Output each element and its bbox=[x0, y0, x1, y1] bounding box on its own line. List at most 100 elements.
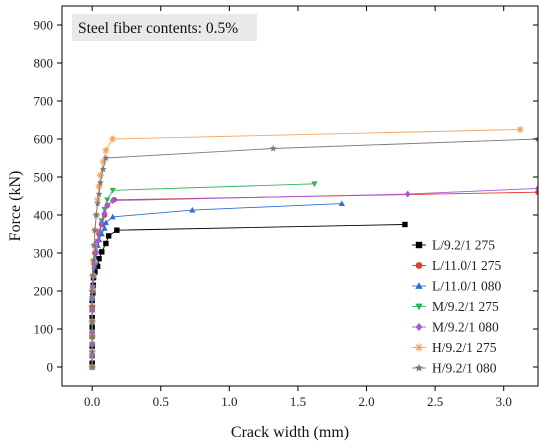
data-point bbox=[99, 165, 107, 173]
y-tick-label: 700 bbox=[34, 94, 54, 109]
x-tick-label: 2.5 bbox=[427, 394, 443, 409]
data-point bbox=[92, 269, 98, 275]
y-tick-label: 900 bbox=[34, 18, 54, 33]
legend-marker bbox=[414, 343, 424, 352]
data-point bbox=[93, 249, 100, 257]
legend-marker bbox=[415, 241, 423, 249]
legend-marker bbox=[415, 303, 423, 311]
plot-frame bbox=[61, 5, 539, 387]
data-point bbox=[109, 187, 116, 194]
legend: L/9.2/1 275 L/11.0/1 275 L/11.0/1 080 M/9.2… bbox=[412, 238, 501, 376]
data-point bbox=[114, 227, 120, 233]
data-point bbox=[269, 144, 277, 152]
data-point bbox=[88, 332, 96, 340]
axes: 0.0 0.5 1.0 1.5 2.0 2.5 3.0 0 100 200 300 400 500 600… bbox=[7, 5, 539, 441]
y-tick-label: 0 bbox=[47, 360, 54, 375]
x-axis-title: Crack width (mm) bbox=[231, 424, 349, 441]
legend-marker bbox=[415, 262, 423, 269]
x-tick-label: 2.0 bbox=[358, 394, 374, 409]
data-point bbox=[89, 272, 97, 279]
data-point bbox=[94, 199, 102, 207]
data-point bbox=[88, 348, 96, 355]
x-tick-label: 0.5 bbox=[153, 394, 169, 409]
annotation-box bbox=[72, 14, 257, 41]
data-point bbox=[96, 179, 104, 186]
legend-item-7: H/9.2/1 080 bbox=[412, 361, 497, 376]
data-point bbox=[189, 206, 196, 213]
data-point bbox=[98, 230, 105, 237]
legend-item-6: H/9.2/1 275 bbox=[412, 340, 497, 355]
data-point bbox=[103, 240, 109, 247]
data-point bbox=[95, 182, 103, 191]
legend-label: L/11.0/1 080 bbox=[432, 279, 501, 294]
data-point bbox=[104, 197, 111, 204]
data-point bbox=[101, 225, 108, 231]
x-tick-label: 0.0 bbox=[84, 394, 100, 409]
data-point bbox=[88, 287, 96, 294]
plot-area bbox=[88, 125, 538, 371]
data-point bbox=[96, 171, 104, 179]
legend-label: M/9.2/1 275 bbox=[432, 299, 499, 314]
data-point bbox=[102, 146, 110, 154]
data-point bbox=[101, 209, 108, 217]
series-line bbox=[91, 224, 405, 367]
data-point bbox=[95, 190, 103, 198]
data-point bbox=[102, 154, 110, 161]
series-line bbox=[91, 183, 315, 367]
y-axis-title: Force (kN) bbox=[7, 171, 24, 242]
data-point bbox=[88, 302, 96, 310]
data-point bbox=[98, 219, 105, 227]
data-point bbox=[516, 125, 524, 134]
data-point bbox=[338, 200, 345, 207]
data-point bbox=[404, 190, 411, 198]
data-point bbox=[402, 221, 408, 228]
series-3 bbox=[89, 200, 345, 370]
legend-marker bbox=[415, 282, 423, 289]
data-point bbox=[88, 317, 96, 325]
x-tick-label: 3.0 bbox=[496, 394, 512, 409]
data-point bbox=[90, 241, 98, 249]
y-tick-label: 100 bbox=[34, 322, 54, 337]
data-point bbox=[92, 211, 100, 218]
legend-marker bbox=[414, 363, 424, 372]
legend-label: H/9.2/1 080 bbox=[432, 361, 497, 376]
data-point bbox=[104, 201, 111, 210]
legend-item-1: L/9.2/1 275 bbox=[412, 238, 495, 253]
data-point bbox=[102, 219, 110, 226]
y-tick-label: 600 bbox=[34, 132, 54, 147]
y-tick-label: 400 bbox=[34, 208, 54, 223]
legend-marker bbox=[415, 322, 423, 332]
annotation-text: Steel fiber contents: 0.5% bbox=[78, 20, 238, 37]
legend-item-3: L/11.0/1 080 bbox=[412, 279, 501, 294]
data-point bbox=[94, 263, 101, 269]
data-point bbox=[94, 196, 102, 204]
legend-item-2: L/11.0/1 275 bbox=[412, 258, 501, 273]
y-tick-label: 800 bbox=[34, 56, 54, 71]
data-point bbox=[109, 135, 117, 143]
data-point bbox=[99, 249, 105, 255]
data-point bbox=[109, 213, 116, 220]
x-tick-label: 1.0 bbox=[221, 394, 237, 409]
legend-item-4: M/9.2/1 275 bbox=[412, 299, 499, 314]
data-point bbox=[91, 226, 99, 234]
legend-label: L/11.0/1 275 bbox=[432, 258, 501, 273]
data-point bbox=[88, 363, 96, 370]
data-point bbox=[90, 256, 98, 264]
series-group bbox=[88, 125, 538, 371]
series-7 bbox=[88, 135, 538, 370]
legend-label: L/9.2/1 275 bbox=[432, 238, 495, 253]
legend-item-5: M/9.2/1 080 bbox=[412, 320, 499, 335]
legend-label: M/9.2/1 080 bbox=[432, 320, 499, 335]
series-1 bbox=[89, 221, 408, 370]
legend-label: H/9.2/1 275 bbox=[432, 340, 497, 355]
y-tick-label: 200 bbox=[34, 284, 54, 299]
y-tick-label: 500 bbox=[34, 170, 54, 185]
annotation: Steel fiber contents: 0.5% bbox=[72, 14, 257, 41]
x-tick-label: 1.5 bbox=[290, 394, 306, 409]
data-point bbox=[105, 233, 112, 239]
data-point bbox=[311, 181, 318, 188]
data-point bbox=[535, 184, 538, 192]
data-point bbox=[96, 256, 102, 262]
data-point bbox=[99, 158, 107, 166]
